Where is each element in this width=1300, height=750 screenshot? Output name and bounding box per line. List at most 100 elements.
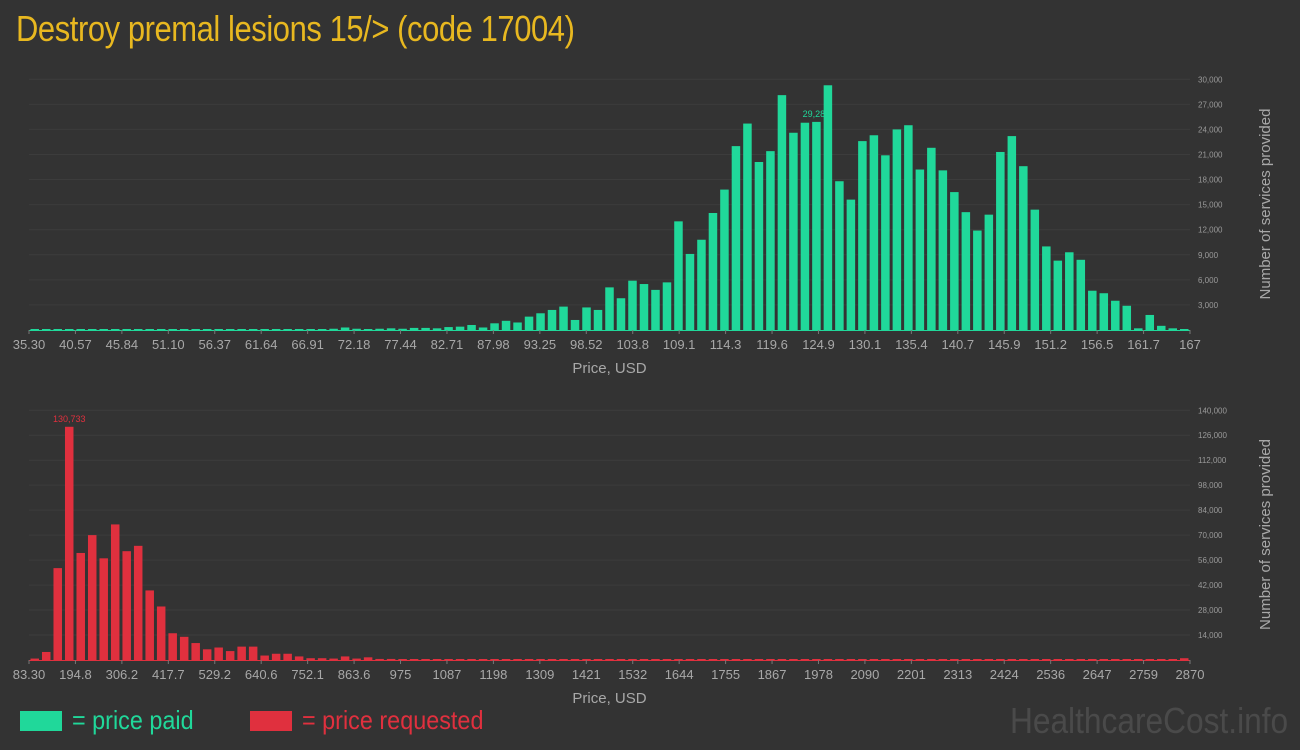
requested-x-tick-label: 975	[390, 667, 412, 682]
requested-bar	[1099, 659, 1109, 660]
requested-bar	[1179, 658, 1189, 660]
requested-x-tick-label: 1532	[618, 667, 647, 682]
requested-bar	[1088, 659, 1097, 660]
requested-bar	[892, 659, 902, 660]
paid-bar	[271, 328, 281, 330]
requested-bar	[858, 659, 867, 660]
price-paid-chart: 3,000 6,000 9,000 12,000 15,000 18,000 21,000 2…	[13, 75, 1274, 377]
requested-bar	[754, 659, 764, 660]
paid-bar	[76, 329, 85, 330]
requested-bar	[1134, 659, 1143, 660]
requested-bar	[846, 659, 856, 660]
requested-y-tick-label: 42,000	[1198, 581, 1223, 590]
requested-x-tick-label: 194.8	[59, 667, 92, 682]
paid-bar	[30, 328, 40, 330]
requested-x-tick-label: 1978	[804, 667, 833, 682]
requested-bar	[225, 651, 235, 660]
requested-bar	[1111, 659, 1120, 660]
paid-bar	[938, 170, 948, 330]
requested-x-tick-label: 2870	[1176, 667, 1205, 682]
paid-bar	[375, 328, 384, 330]
paid-bar	[559, 306, 568, 330]
paid-bar	[823, 85, 833, 330]
paid-bar	[685, 253, 695, 330]
paid-y-tick-label: 30,000	[1198, 75, 1223, 84]
requested-y-tick-label: 14,000	[1198, 631, 1223, 640]
paid-x-axis-title: Price, USD	[572, 360, 646, 377]
paid-x-tick-label: 114.3	[710, 337, 742, 352]
paid-x-tick-label: 109.1	[663, 337, 696, 352]
paid-bar	[858, 141, 867, 330]
paid-bar	[950, 192, 959, 330]
requested-bar	[490, 659, 499, 660]
requested-y-tick-label: 98,000	[1198, 481, 1223, 490]
requested-bar	[1053, 659, 1063, 660]
requested-bar	[122, 551, 131, 660]
requested-bar	[593, 659, 603, 660]
paid-bar	[168, 329, 177, 330]
paid-bar	[547, 309, 557, 330]
paid-bar	[743, 123, 752, 330]
requested-bar	[145, 590, 154, 660]
requested-bar	[904, 659, 913, 660]
requested-bar	[639, 659, 649, 660]
requested-bar	[800, 659, 810, 660]
requested-bar	[616, 659, 626, 660]
paid-bar	[869, 135, 879, 330]
requested-y-tick-label: 140,000	[1198, 406, 1227, 415]
paid-bar	[708, 212, 718, 330]
requested-bar	[202, 649, 212, 660]
legend-requested-swatch	[250, 710, 292, 731]
paid-bar	[593, 309, 603, 330]
paid-bar	[191, 329, 200, 330]
requested-bar	[674, 659, 683, 660]
requested-bar	[720, 659, 729, 660]
requested-bar	[869, 659, 879, 660]
paid-x-tick-label: 87.98	[477, 337, 510, 352]
requested-x-tick-label: 2759	[1129, 667, 1158, 682]
paid-x-tick-label: 151.2	[1034, 337, 1067, 352]
watermark-logo: HealthcareCost.info	[1009, 700, 1288, 741]
requested-x-tick-label: 752.1	[291, 667, 324, 682]
requested-bar	[455, 659, 465, 660]
paid-bar	[1134, 328, 1143, 330]
requested-bar	[651, 659, 660, 660]
legend-paid-swatch	[20, 710, 62, 731]
legend-requested-label: = price requested	[302, 705, 484, 735]
requested-bar	[1157, 659, 1166, 660]
paid-bar	[225, 329, 235, 330]
requested-bar	[168, 633, 177, 660]
requested-bar	[697, 659, 706, 660]
paid-bar	[122, 329, 131, 330]
paid-bar	[363, 329, 373, 330]
paid-bar	[1053, 260, 1063, 330]
paid-bar	[145, 329, 154, 330]
paid-bar	[202, 329, 212, 330]
requested-x-axis-title: Price, USD	[572, 690, 646, 707]
paid-y-tick-label: 15,000	[1198, 201, 1223, 210]
requested-bar	[248, 646, 258, 660]
requested-bar	[835, 659, 844, 660]
paid-bar	[777, 95, 787, 330]
requested-y-axis-title: Number of services provided	[1257, 439, 1274, 630]
requested-bar	[30, 658, 40, 660]
paid-bar	[800, 122, 810, 330]
requested-bar	[559, 659, 568, 660]
requested-bar	[570, 659, 580, 660]
requested-bar	[1145, 659, 1155, 660]
paid-bar	[1007, 136, 1017, 330]
requested-x-tick-label: 2090	[850, 667, 879, 682]
paid-bar	[1065, 252, 1074, 330]
paid-bar	[961, 212, 971, 330]
requested-bar	[823, 659, 833, 660]
requested-bar	[432, 659, 442, 660]
requested-bar	[536, 659, 545, 660]
paid-bar	[616, 298, 626, 330]
requested-bar	[87, 535, 97, 660]
requested-bar	[501, 659, 511, 660]
paid-bar	[1088, 290, 1097, 330]
requested-bar	[1168, 659, 1178, 660]
paid-bar	[352, 328, 361, 330]
requested-bar	[64, 426, 74, 660]
requested-bar	[996, 659, 1005, 660]
